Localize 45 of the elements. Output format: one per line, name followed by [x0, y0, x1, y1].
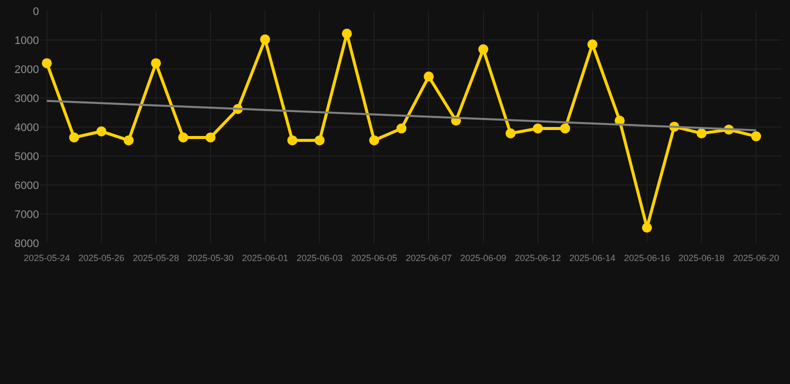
- x-tick-label: 2025-06-20: [733, 253, 780, 263]
- point: [751, 131, 762, 142]
- point: [206, 132, 216, 142]
- y-tick-label: 4000: [14, 122, 39, 134]
- y-tick-label: 5000: [14, 150, 39, 163]
- point: [342, 28, 352, 39]
- point: [96, 126, 106, 136]
- point: [287, 135, 298, 146]
- x-tick-label: 2025-06-18: [678, 253, 725, 263]
- point: [424, 72, 434, 82]
- x-tick-label: 2025-05-24: [24, 253, 70, 263]
- point: [560, 123, 570, 134]
- point: [178, 132, 188, 142]
- y-tick-label: 8000: [14, 238, 39, 250]
- x-tick-label: 2025-06-03: [296, 253, 343, 263]
- point: [314, 135, 325, 146]
- y-tick-label: 0: [32, 6, 39, 18]
- point: [396, 123, 406, 134]
- y-tick-label: 7000: [14, 208, 39, 221]
- x-tick-label: 2025-06-07: [406, 253, 452, 263]
- x-tick-label: 2025-06-12: [514, 253, 561, 263]
- point: [69, 132, 80, 142]
- x-tick-label: 2025-06-01: [242, 253, 288, 263]
- y-tick-label: 2000: [14, 64, 39, 76]
- point: [587, 39, 598, 50]
- y-tick-label: 3000: [14, 92, 39, 105]
- y-tick-label: 1000: [14, 34, 39, 47]
- x-tick-label: 2025-06-09: [460, 253, 506, 263]
- point: [124, 135, 134, 146]
- point: [478, 44, 488, 54]
- point: [642, 222, 652, 233]
- point: [696, 128, 707, 138]
- x-tick-label: 2025-05-28: [132, 253, 179, 263]
- point: [506, 128, 516, 138]
- point: [150, 58, 161, 68]
- x-tick-label: 2025-05-26: [78, 253, 124, 263]
- x-tick-label: 2025-06-16: [624, 253, 670, 263]
- x-tick-label: 2025-06-05: [351, 253, 398, 263]
- point: [369, 135, 380, 146]
- x-tick-label: 2025-06-14: [569, 253, 616, 263]
- point: [42, 58, 52, 68]
- point: [532, 123, 543, 134]
- x-tick-label: 2025-05-30: [187, 253, 234, 263]
- point: [260, 34, 270, 44]
- y-tick-label: 6000: [14, 180, 39, 192]
